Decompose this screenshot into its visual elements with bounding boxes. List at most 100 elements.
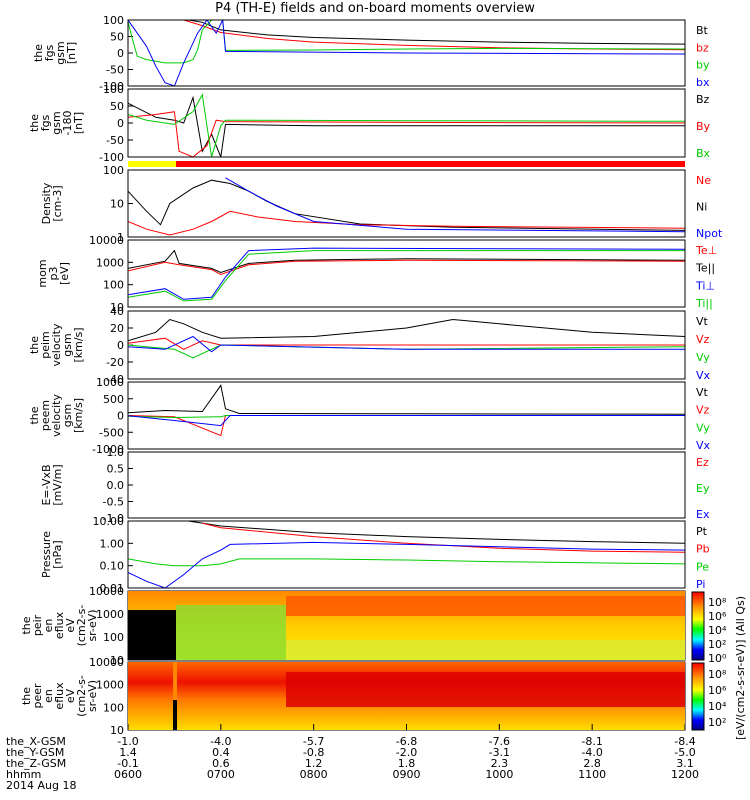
ytick-label: 100	[103, 83, 124, 96]
legend-entry: Vt	[696, 386, 709, 399]
footer-value: 1.4	[119, 746, 137, 759]
ytick-label: 10000	[89, 585, 124, 598]
colorbar-label: [eV/(cm2-s-sr-eV)] (All Qs)	[734, 596, 747, 740]
panel-frame	[127, 239, 686, 308]
series-bt-line	[188, 20, 685, 45]
panel-frame	[127, 381, 686, 450]
ytick-label: 1000	[96, 679, 124, 692]
footer-value: 0.4	[212, 746, 230, 759]
colorbar-tick: 10²	[708, 716, 726, 729]
footer-value: 3.1	[676, 757, 694, 770]
ylabel-line: gsm	[54, 41, 67, 64]
ytick-label: 1.0	[107, 446, 125, 459]
ylabel-line: velocity	[50, 394, 63, 437]
panel-density: 100 10 1 Density[cm-3] Ne Ni Npot	[40, 164, 723, 244]
ytick-label: 0	[117, 47, 124, 60]
legend-entry: Ez	[696, 456, 709, 469]
legend-entry: Te||	[695, 262, 715, 275]
legend-entry: By	[696, 120, 711, 133]
ylabel-line: (cm2-s-	[75, 605, 88, 647]
footer-value: 1000	[485, 768, 513, 781]
footer-row-label: the_Y-GSM	[6, 746, 64, 759]
ytick-label: 50	[110, 100, 124, 113]
series-npot-line	[225, 177, 685, 233]
ytick-label: -100	[99, 151, 124, 164]
ylabel-line: mom	[36, 259, 49, 287]
footer-row-label: the_Z-GSM	[6, 757, 66, 770]
footer-row-label: hhmm	[6, 768, 41, 781]
series-vz-line	[128, 337, 685, 350]
ylabel-line: [eV]	[58, 262, 71, 285]
legend-entry: by	[696, 59, 710, 72]
ylabel-line: the	[20, 687, 33, 705]
series-pb-line	[202, 522, 685, 553]
footer-date: 2014 Aug 18	[6, 779, 76, 792]
ylabel-line: peem	[39, 400, 52, 431]
ytick-label: 1000	[96, 256, 124, 269]
ytick-label: 1.00	[100, 537, 125, 550]
ylabel-line: E=-VxB	[40, 464, 53, 505]
ytick-label: -0.5	[103, 496, 124, 509]
ytick-label: 0.5	[107, 463, 125, 476]
series-ti-line	[128, 247, 685, 300]
ylabel-line: Density	[40, 182, 53, 224]
peir-spectrogram-lowband	[286, 640, 685, 660]
legend-entry: bz	[696, 41, 709, 54]
footer-value: -3.1	[489, 746, 510, 759]
series-bx-line	[128, 20, 685, 86]
legend-entry: Pb	[696, 543, 710, 556]
footer-value: -4.0	[210, 735, 231, 748]
peir-spectrogram-lowflux	[128, 610, 176, 660]
ylabel-line: fgs	[39, 114, 52, 131]
footer-value: 2.8	[583, 757, 601, 770]
series-ti-line	[128, 250, 685, 302]
series-te-line	[128, 249, 685, 274]
status-bar-red	[176, 161, 685, 167]
legend-entry: Te⊥	[695, 244, 717, 257]
ytick-label: 10000	[89, 656, 124, 669]
footer-value: -8.4	[674, 735, 695, 748]
ylabel-line: [nPa]	[51, 540, 64, 568]
peer-spectrogram-spike	[173, 662, 177, 700]
legend-entry: Ti||	[695, 297, 713, 310]
ylabel-line: en	[42, 689, 55, 703]
ytick-label: 10	[110, 198, 124, 211]
ylabel-line: en	[42, 619, 55, 633]
ytick-label: 100	[103, 14, 124, 27]
footer-value: -2.0	[396, 746, 417, 759]
ylabel-line: sr-eV)	[86, 609, 99, 641]
series-vx-line	[128, 335, 685, 353]
ylabel-line: gsm	[61, 333, 74, 356]
ytick-label: -100	[99, 80, 124, 93]
peer-spectrogram-gap	[173, 700, 177, 730]
ylabel-line: peim	[39, 331, 52, 359]
ylabel-line: p3	[47, 267, 60, 281]
footer-row-label: the_X-GSM	[6, 735, 66, 748]
panel-frame	[127, 88, 686, 158]
ylabel-line: eV	[64, 618, 77, 633]
ylabel-line: velocity	[50, 323, 63, 366]
ytick-label: -1000	[92, 443, 124, 456]
ytick-label: 50	[110, 31, 124, 44]
ylabel-line: the	[28, 406, 41, 424]
legend-entry: Pi	[696, 578, 705, 591]
colorbar-tick: 10⁰	[708, 652, 727, 665]
ytick-label: 100	[103, 631, 124, 644]
legend-entry: Pe	[696, 560, 709, 573]
ylabel-line: eV	[64, 688, 77, 703]
peer-spectrogram-core	[286, 672, 685, 707]
ytick-label: 100	[103, 164, 124, 177]
legend-entry: Bt	[696, 24, 709, 37]
series-pt-line	[188, 521, 685, 544]
footer-value: -4.0	[581, 746, 602, 759]
ylabel-line: [km/s]	[72, 398, 85, 433]
panel-peem: 1000 500 0 -500 -1000 thepeemvelocitygsm[km/s…	[28, 376, 711, 456]
ylabel-line: eflux	[53, 682, 66, 710]
colorbar-tick: 10⁶	[708, 610, 727, 623]
ytick-label: 40	[110, 305, 124, 318]
series-ne-line	[128, 210, 685, 236]
series-by-line	[128, 111, 685, 157]
ylabel-line: sr-eV)	[86, 680, 99, 712]
